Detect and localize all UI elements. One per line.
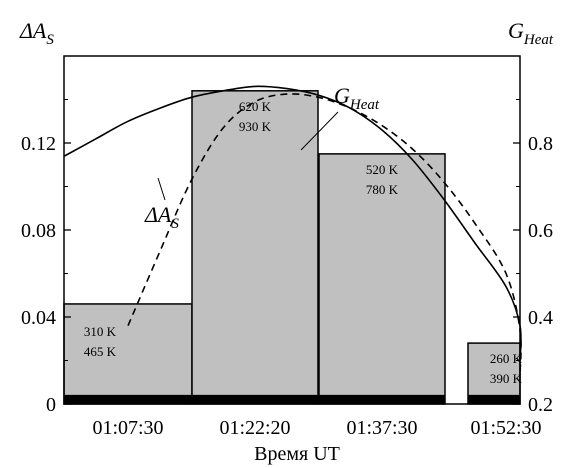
- x-tick-label-1: 01:07:30: [92, 417, 163, 439]
- gheat-curve: [64, 85, 522, 361]
- right-axis-title-main: G: [508, 18, 524, 43]
- deltaas-leader-line: [157, 177, 166, 201]
- deltaas-series-label-main: ΔA: [144, 202, 172, 227]
- bar-base-4: [468, 394, 520, 404]
- bar-3: [318, 153, 446, 405]
- right-tick-label-4: 0.8: [528, 133, 553, 155]
- ticks-layer: [64, 99, 520, 405]
- gheat-leader-line: [300, 111, 339, 151]
- bar-3-label-2: 780 K: [366, 182, 399, 197]
- bars-layer: 310 K 465 K 620 K 930 K 520 K 780 K 260 K 390 K: [63, 90, 523, 405]
- gheat-series-label-sub: Heat: [349, 97, 380, 113]
- right-axis-title-sub: Heat: [523, 32, 554, 48]
- bar-1-label-2: 465 K: [84, 344, 117, 359]
- bar-1-label-1: 310 K: [84, 324, 117, 339]
- x-tick-label-2: 01:22:20: [219, 417, 290, 439]
- x-axis-label: Время UT: [254, 443, 340, 465]
- x-tick-label-4: 01:52:30: [470, 417, 541, 439]
- gheat-series-label-main: G: [334, 83, 350, 108]
- bar-3-label-1: 520 K: [366, 162, 399, 177]
- right-tick-label-2: 0.4: [528, 307, 553, 329]
- left-tick-label-3: 0.08: [21, 220, 56, 242]
- bar-2-label-2: 930 K: [239, 119, 272, 134]
- gheat-series-label: GHeat: [334, 83, 380, 113]
- bar-2-label-1: 620 K: [239, 99, 272, 114]
- bar-base-1: [64, 394, 192, 404]
- bar-4-label-1: 260 K: [490, 351, 523, 366]
- left-tick-label-4: 0.12: [21, 133, 56, 155]
- left-axis-title-main: ΔA: [19, 18, 47, 43]
- deltaas-series-label: ΔAS: [144, 202, 179, 232]
- left-tick-label-2: 0.04: [21, 307, 56, 329]
- left-axis-title: ΔAS: [19, 18, 54, 48]
- labels-layer: 0 0.04 0.08 0.12 0.2 0.4 0.6 0.8 01:07:30 01:22:2…: [21, 133, 553, 439]
- curves-layer: [64, 85, 522, 376]
- bar-base-2: [192, 394, 318, 404]
- bar-1: [63, 303, 193, 405]
- right-axis-title: GHeat: [508, 18, 554, 48]
- x-tick-label-3: 01:37:30: [346, 417, 417, 439]
- left-axis-title-sub: S: [46, 32, 54, 48]
- deltaas-series-label-sub: S: [171, 216, 179, 232]
- bar-2: [191, 90, 319, 405]
- bar-4-label-2: 390 K: [490, 371, 523, 386]
- bar-base-3: [319, 394, 445, 404]
- right-tick-label-3: 0.6: [528, 220, 553, 242]
- right-tick-label-1: 0.2: [528, 394, 553, 416]
- left-tick-label-1: 0: [46, 394, 56, 416]
